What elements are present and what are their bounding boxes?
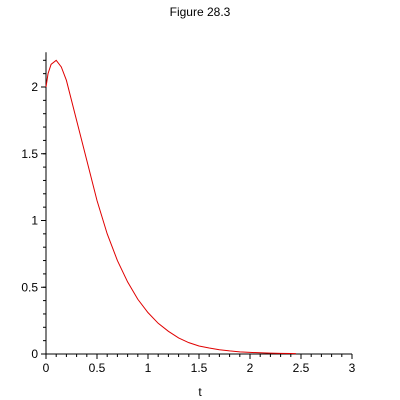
axes: 0 0.5 1 1.5 2 2.5 3 0 0.5 1 1.5 2 xyxy=(21,52,356,375)
series-line xyxy=(45,59,296,355)
y-tick-label: 0 xyxy=(31,347,38,361)
x-axis-label: t xyxy=(198,385,202,399)
x-tick-label: 0.5 xyxy=(89,361,106,375)
x-tick-label: 0 xyxy=(43,361,50,375)
x-tick-label: 2 xyxy=(247,361,254,375)
x-tick-label: 2.5 xyxy=(293,361,310,375)
x-tick-label: 1.5 xyxy=(191,361,208,375)
chart-title: Figure 28.3 xyxy=(170,5,231,19)
y-tick-label: 1.5 xyxy=(21,147,38,161)
x-tick-label: 3 xyxy=(349,361,356,375)
x-tick-label: 1 xyxy=(145,361,152,375)
y-tick-label: 1 xyxy=(31,214,38,228)
series-layer xyxy=(45,59,296,355)
y-tick-label: 2 xyxy=(31,80,38,94)
y-tick-label: 0.5 xyxy=(21,280,38,294)
